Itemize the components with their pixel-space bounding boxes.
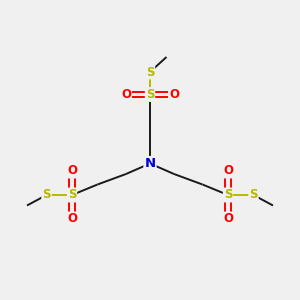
Text: S: S: [146, 88, 154, 101]
Text: N: N: [144, 157, 156, 170]
Text: O: O: [169, 88, 179, 101]
Text: S: S: [146, 65, 154, 79]
Text: S: S: [224, 188, 232, 202]
Text: O: O: [67, 164, 77, 178]
Text: S: S: [42, 188, 51, 202]
Text: O: O: [121, 88, 131, 101]
Text: O: O: [223, 164, 233, 178]
Text: O: O: [223, 212, 233, 226]
Text: O: O: [67, 212, 77, 226]
Text: S: S: [68, 188, 76, 202]
Text: S: S: [249, 188, 258, 202]
